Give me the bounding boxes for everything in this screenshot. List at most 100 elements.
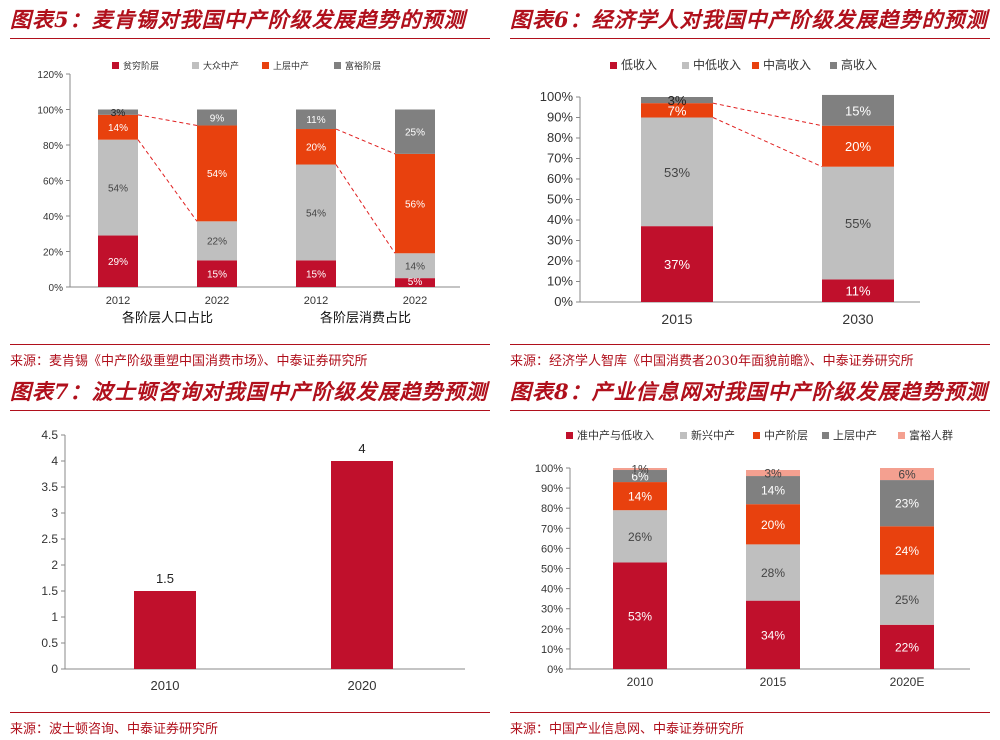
data-label: 6% [898, 468, 916, 482]
y-tick-label: 0.5 [41, 636, 58, 650]
y-tick-label: 50% [541, 564, 563, 576]
y-tick-label: 50% [547, 192, 573, 207]
chart-figure-7: 0 0.5 1 1.5 2 2.5 3 3.5 4 4.5 2010 2020 1.5 4 [41, 428, 465, 693]
y-tick-label: 30% [547, 233, 573, 248]
data-label: 53% [628, 609, 652, 623]
y-tick-label: 100% [535, 463, 563, 475]
data-label: 54% [108, 183, 128, 194]
bar-segment [98, 139, 138, 236]
connector-line [335, 128, 396, 155]
y-tick-label: 1.5 [41, 584, 58, 598]
figure-7-source: 来源：波士顿咨询、中泰证券研究所 [10, 722, 219, 737]
legend-swatch [752, 62, 759, 69]
figure-6-source: 来源：经济学人智库《中国消费者2030年面貌前瞻》、中泰证券研究所 [510, 354, 914, 369]
bar-segment [641, 97, 713, 104]
chart-figure-5: 0% 20% 40% 60% 80% 100% 120% 2012 2022 2012 2022 贫穷… [37, 60, 460, 325]
figure-6-title: 图表6：经济学人对我国中产阶级发展趋势的预测 [510, 7, 988, 32]
bar-segment [880, 574, 934, 625]
bar-segment [880, 468, 934, 481]
bar-segment [395, 109, 435, 154]
y-tick-label: 10% [541, 644, 563, 656]
y-tick-label: 3 [51, 506, 58, 520]
bar-segment [613, 510, 667, 563]
figure-8-source: 来源：中国产业信息网、中泰证券研究所 [510, 722, 745, 737]
data-label: 15% [845, 103, 871, 118]
data-label: 25% [895, 593, 919, 607]
y-tick-label: 4 [51, 454, 58, 468]
legend-label: 上层中产 [273, 60, 309, 71]
bar-segment [197, 125, 237, 222]
data-label: 20% [845, 139, 871, 154]
data-label: 24% [895, 544, 919, 558]
data-label: 37% [664, 257, 690, 272]
bar-segment [746, 470, 800, 477]
legend-swatch [192, 62, 199, 69]
x-tick-label: 2010 [151, 678, 180, 693]
legend-label: 富裕人群 [909, 428, 953, 442]
y-tick-label: 20% [547, 253, 573, 268]
data-label: 20% [761, 518, 785, 532]
bar-segment [296, 109, 336, 130]
y-tick-label: 4.5 [41, 428, 58, 442]
bar-segment [197, 221, 237, 261]
data-label: 4 [358, 441, 365, 456]
connector-line [335, 164, 396, 254]
bar-segment [197, 260, 237, 287]
y-tick-label: 40% [43, 212, 63, 223]
y-tick-label: 60% [547, 171, 573, 186]
bar-segment [746, 504, 800, 545]
data-label: 22% [895, 640, 919, 654]
data-label: 11% [845, 284, 870, 299]
y-tick-label: 3.5 [41, 480, 58, 494]
bar-segment [613, 468, 667, 471]
legend-swatch [334, 62, 341, 69]
y-tick-label: 70% [547, 151, 573, 166]
y-tick-label: 40% [541, 584, 563, 596]
data-label: 55% [845, 216, 871, 231]
connector-line [712, 102, 823, 127]
data-label: 15% [306, 269, 326, 280]
legend-swatch [566, 432, 573, 439]
group-label: 各阶层消费占比 [320, 310, 411, 325]
data-label: 6% [631, 470, 649, 484]
y-tick-label: 70% [541, 523, 563, 535]
bar-segment [641, 117, 713, 227]
y-tick-label: 30% [541, 604, 563, 616]
y-tick-label: 2 [51, 558, 58, 572]
data-label: 3% [668, 93, 687, 108]
data-label: 28% [761, 566, 785, 580]
figure-7-title: 图表7：波士顿咨询对我国中产阶级发展趋势预测 [10, 379, 488, 404]
data-label: 14% [405, 262, 425, 273]
legend-swatch [610, 62, 617, 69]
bar-segment [641, 226, 713, 302]
y-tick-label: 120% [37, 70, 63, 81]
connector-line [137, 139, 198, 222]
bar-segment [746, 476, 800, 505]
chart-figure-6: 0% 10% 20% 30% 40% 50% 60% 70% 80% 90% 100% 2015 203… [540, 57, 920, 327]
bar-segment [880, 624, 934, 669]
data-label: 54% [306, 208, 326, 219]
legend-label: 上层中产 [833, 428, 877, 442]
data-label: 22% [207, 237, 227, 248]
data-label: 3% [764, 467, 782, 481]
legend-label: 贫穷阶层 [123, 60, 159, 71]
x-tick-label: 2020E [890, 675, 925, 689]
bar [331, 461, 393, 669]
y-tick-label: 20% [541, 624, 563, 636]
data-label: 54% [207, 169, 227, 180]
data-label: 23% [895, 497, 919, 511]
bar-segment [98, 235, 138, 287]
data-label: 14% [108, 123, 128, 134]
data-label: 56% [405, 199, 425, 210]
bar-segment [395, 153, 435, 254]
y-tick-label: 100% [37, 106, 63, 117]
bar-segment [822, 94, 894, 126]
legend-label: 富裕阶层 [345, 60, 381, 71]
y-tick-label: 40% [547, 212, 573, 227]
y-tick-label: 0 [51, 662, 58, 676]
y-tick-label: 90% [541, 483, 563, 495]
bar-segment [395, 253, 435, 279]
bar-segment [98, 114, 138, 140]
y-tick-label: 0% [49, 283, 64, 294]
bar-segment [296, 260, 336, 287]
